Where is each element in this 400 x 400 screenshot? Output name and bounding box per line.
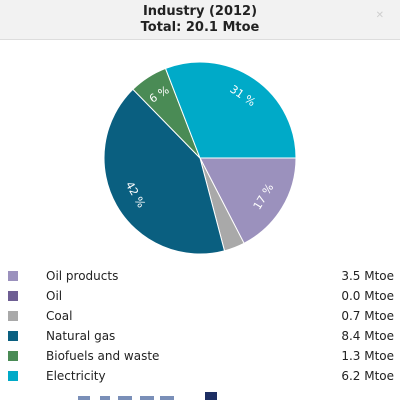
legend-value: 3.5 Mtoe <box>341 269 394 283</box>
legend-item-electricity[interactable]: Electricity 6.2 Mtoe <box>0 366 400 386</box>
chart-subtitle: Total: 20.1 Mtoe <box>140 20 260 35</box>
close-icon[interactable]: ✕ <box>375 10 384 21</box>
legend-label: Biofuels and waste <box>46 349 160 363</box>
chart-title: Industry (2012) <box>142 4 258 19</box>
legend-value: 0.7 Mtoe <box>341 309 394 323</box>
legend: Oil products 3.5 Mtoe Oil 0.0 Mtoe Coal 0.7 M… <box>0 266 400 386</box>
legend-item-natural-gas[interactable]: Natural gas 8.4 Mtoe <box>0 326 400 346</box>
legend-label: Oil products <box>46 269 119 283</box>
legend-value: 6.2 Mtoe <box>341 369 394 383</box>
footer-logo <box>78 392 217 400</box>
legend-value: 1.3 Mtoe <box>341 349 394 363</box>
pie-slice-electricity[interactable] <box>164 61 297 159</box>
legend-swatch <box>8 331 18 341</box>
legend-item-oil[interactable]: Oil 0.0 Mtoe <box>0 286 400 306</box>
legend-swatch <box>8 271 18 281</box>
legend-swatch <box>8 351 18 361</box>
legend-label: Oil <box>46 289 63 303</box>
legend-swatch <box>8 371 18 381</box>
chart-header: Industry (2012) Total: 20.1 Mtoe ✕ <box>0 0 400 40</box>
legend-item-oil-products[interactable]: Oil products 3.5 Mtoe <box>0 266 400 286</box>
pie-slice-oil-products[interactable] <box>199 157 297 244</box>
legend-item-coal[interactable]: Coal 0.7 Mtoe <box>0 306 400 326</box>
legend-swatch <box>8 311 18 321</box>
legend-value: 0.0 Mtoe <box>341 289 394 303</box>
pie-chart: 17 %42 %6 % 31 % <box>103 61 297 255</box>
legend-item-biofuels-and-waste[interactable]: Biofuels and waste 1.3 Mtoe <box>0 346 400 366</box>
legend-value: 8.4 Mtoe <box>341 329 394 343</box>
legend-label: Natural gas <box>46 329 116 343</box>
pie-slice-natural-gas[interactable] <box>103 88 226 255</box>
legend-swatch <box>8 291 18 301</box>
legend-label: Coal <box>46 309 73 323</box>
legend-label: Electricity <box>46 369 106 383</box>
